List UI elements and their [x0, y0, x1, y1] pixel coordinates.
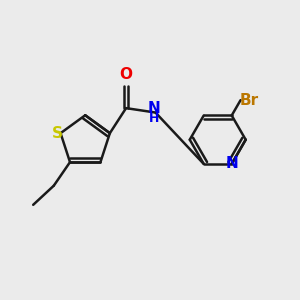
Text: O: O [120, 67, 133, 82]
Text: N: N [225, 156, 238, 171]
Text: N: N [148, 100, 160, 116]
Text: Br: Br [239, 93, 258, 108]
Text: H: H [149, 112, 159, 125]
Text: S: S [52, 126, 62, 141]
